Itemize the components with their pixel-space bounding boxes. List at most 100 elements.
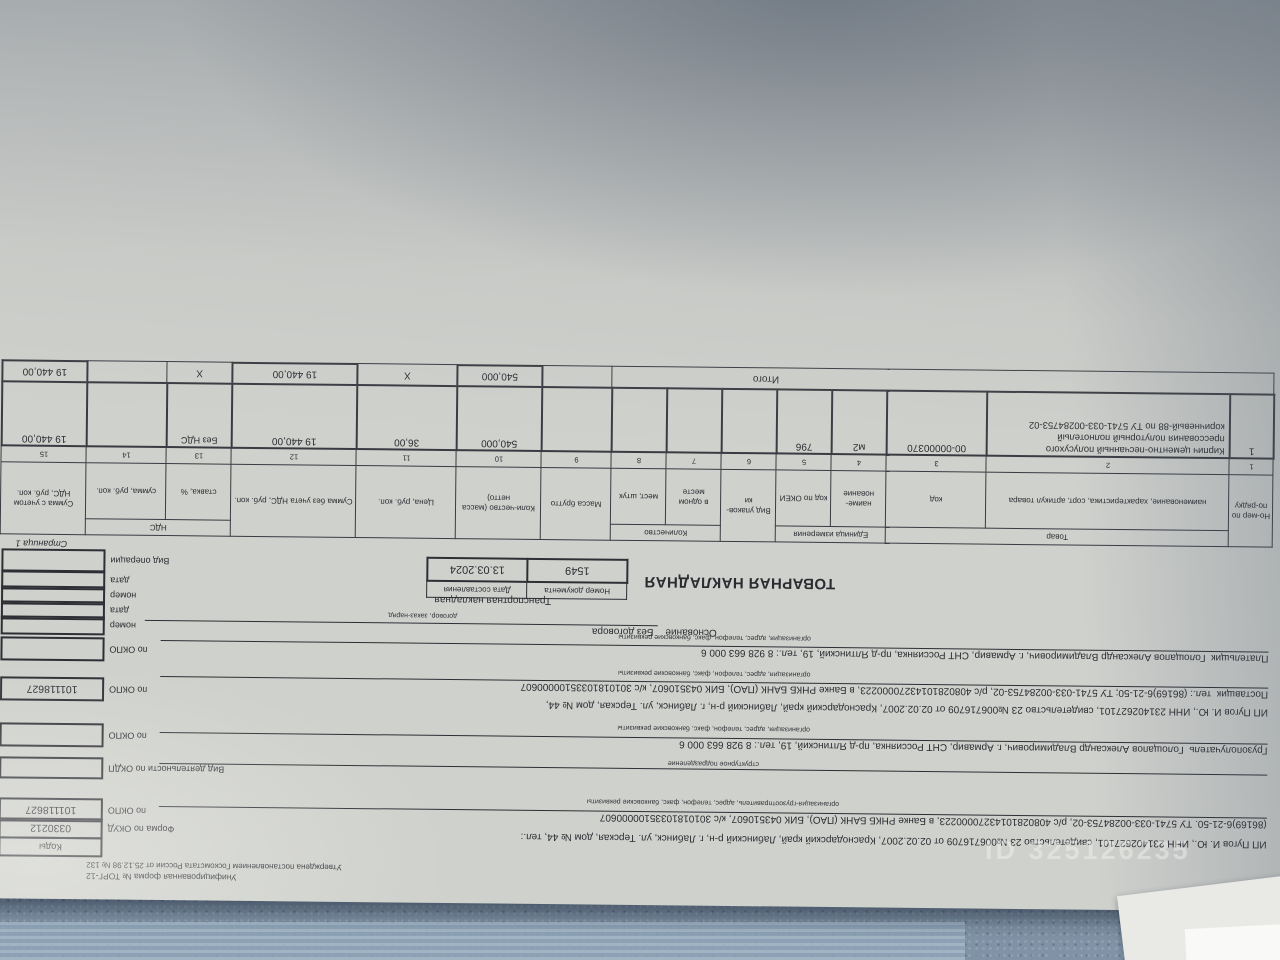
cell-price: 36,00	[356, 385, 458, 451]
col-header-qty-net: Коли-чество (масса нетто)	[455, 466, 542, 540]
transport-date-row: дата	[1, 570, 130, 591]
operation-label: Вид операции	[110, 555, 170, 567]
group-header-vat: НДС	[85, 518, 231, 537]
desk-fabric-texture	[0, 922, 965, 960]
col-header-vat-sum: сумма, руб. коп.	[85, 462, 167, 520]
listing-id-watermark: ID 325126235	[985, 835, 1191, 865]
transport-date-box	[1, 570, 106, 591]
col-header-sum-wo-vat: Сумма без учета НДС, руб. коп.	[230, 464, 357, 538]
payer-okpo-box	[0, 636, 105, 662]
cell-unit-name: м2	[831, 390, 888, 455]
okpo-label: по ОКПО	[107, 805, 146, 816]
supplier-label: Поставщик	[1216, 688, 1269, 700]
col-header-unit-name: наиме-нование	[830, 470, 887, 528]
col-header-vat-rate: ставка, %	[165, 463, 232, 521]
cell-qty: 540,000	[456, 386, 543, 451]
cell-sum-wo-vat: 19 440,00	[231, 383, 358, 450]
consignee-label: Грузополучатель	[1189, 743, 1268, 756]
number-label: номер	[110, 590, 137, 602]
cell-okei: 796	[776, 389, 833, 455]
col-num: 13	[166, 447, 232, 465]
consignee-value: Голощапов Александр Владимирович, г. Арм…	[679, 738, 1184, 755]
torg12-document: Унифицированная форма № ТОРГ-12 Утвержде…	[0, 360, 1275, 883]
total-price-x: X	[357, 364, 458, 387]
col-header-gross: Масса брутто	[540, 467, 612, 541]
col-num: 15	[1, 445, 87, 463]
col-header-rownum: Но-мер по по-рядку	[1228, 474, 1274, 548]
doc-date-label: Дата составления	[427, 580, 528, 599]
col-header-per-place: в одном месте	[665, 468, 722, 526]
total-sum-wo-vat: 19 440,00	[232, 362, 358, 386]
okdp-value-box	[0, 756, 104, 780]
document-title: ТОВАРНАЯ НАКЛАДНАЯ	[644, 573, 836, 593]
col-num: 6	[721, 452, 777, 470]
doc-number-label: Номер документа	[527, 581, 628, 600]
col-num: 12	[231, 447, 357, 466]
consignee-okpo-box	[0, 722, 104, 748]
basis-caption: договор, заказ-наряд	[388, 611, 458, 620]
basis-label: Основание	[665, 626, 717, 638]
col-num: 14	[86, 446, 167, 464]
col-header-price: Цена, руб. коп.	[355, 465, 457, 539]
paper-scrap-small	[1184, 922, 1280, 960]
doc-number-value: 1549	[527, 558, 628, 583]
doc-number-header-row: Номер документа Дата составления	[427, 580, 628, 600]
cell-sum-with-vat: 19 440,00	[1, 381, 88, 447]
col-num: 9	[541, 450, 612, 469]
total-vat-rate-x: X	[167, 362, 233, 384]
codes-header-box: Коды	[0, 836, 103, 858]
cell-pack	[721, 388, 778, 454]
total-sum-with-vat: 19 440,00	[2, 360, 88, 383]
col-num: 2	[986, 455, 1230, 475]
consignee-okpo-row: по ОКПО	[0, 722, 147, 748]
cell-vat-sum	[86, 382, 168, 448]
col-header-name: наименование, характеристика, сорт, арти…	[985, 472, 1230, 531]
col-num: 7	[666, 452, 722, 470]
col-num: 5	[776, 453, 832, 471]
page-note: Страница 1	[15, 538, 68, 550]
operation-value-box	[1, 548, 106, 573]
cell-gross	[541, 386, 613, 452]
group-header-qty: Количество	[610, 524, 721, 542]
cell-rownum: 1	[1229, 394, 1275, 459]
date-label: дата	[109, 605, 130, 617]
col-num: 3	[886, 454, 987, 473]
cell-name: Кирпич цементно-песчанный полусухого пре…	[986, 391, 1231, 459]
shipper-okpo-box: 101118627	[0, 797, 103, 823]
payer-label: Плательщик	[1211, 651, 1269, 664]
col-num: 10	[456, 450, 542, 468]
col-header-pack: Вид упаков-ки	[720, 469, 777, 542]
doc-number-table: Номер документа Дата составления 1549 13…	[426, 557, 628, 600]
operation-row: Вид операции	[1, 548, 169, 573]
total-gross	[542, 365, 613, 388]
goods-row: 1 Кирпич цементно-песчанный полусухого п…	[1, 381, 1275, 459]
col-header-okei: код по ОКЕИ	[775, 469, 832, 527]
cell-code: 00-00000370	[886, 390, 988, 456]
payer-value: Голощапов Александр Владимирович, г. Арм…	[700, 646, 1206, 663]
doc-date-value: 13.03.2024	[427, 557, 528, 582]
supplier-line1: ИП Пугов И. Ю., ИНН 231402627101, свидет…	[545, 699, 1268, 718]
col-num: 1	[1229, 458, 1274, 476]
total-qty: 540,000	[457, 365, 543, 387]
col-num: 8	[611, 451, 667, 469]
col-num: 4	[831, 454, 887, 472]
date-label: дата	[110, 575, 130, 587]
supplier-line2-value: тел.: (86169)6-21-50; ТУ 5741-033-002847…	[520, 680, 1212, 699]
cell-places	[611, 387, 668, 453]
okpo-label: по ОКПО	[109, 644, 148, 655]
number-label: номер	[109, 620, 137, 632]
cell-vat-rate: Без НДС	[166, 383, 233, 448]
col-header-sum-with-vat: Сумма с учетом НДС, руб. коп.	[0, 461, 87, 535]
unified-form-note-line2: Утверждена постановлением Госкомстата Ро…	[86, 860, 342, 872]
col-header-places: мест, штук	[610, 468, 667, 525]
waybill-paper: Унифицированная форма № ТОРГ-12 Утвержде…	[0, 0, 1280, 913]
total-vat-sum	[87, 361, 168, 384]
codes-header-label: Коды	[0, 836, 103, 858]
col-num: 11	[356, 449, 457, 467]
unified-form-note-line1: Унифицированная форма № ТОРГ-12	[86, 871, 237, 883]
col-header-code: код	[885, 471, 987, 529]
cell-per-place	[666, 388, 723, 453]
payer-okpo-row: по ОКПО	[0, 636, 148, 662]
shipper-okpo-row: по ОКПО 101118627	[0, 797, 146, 823]
